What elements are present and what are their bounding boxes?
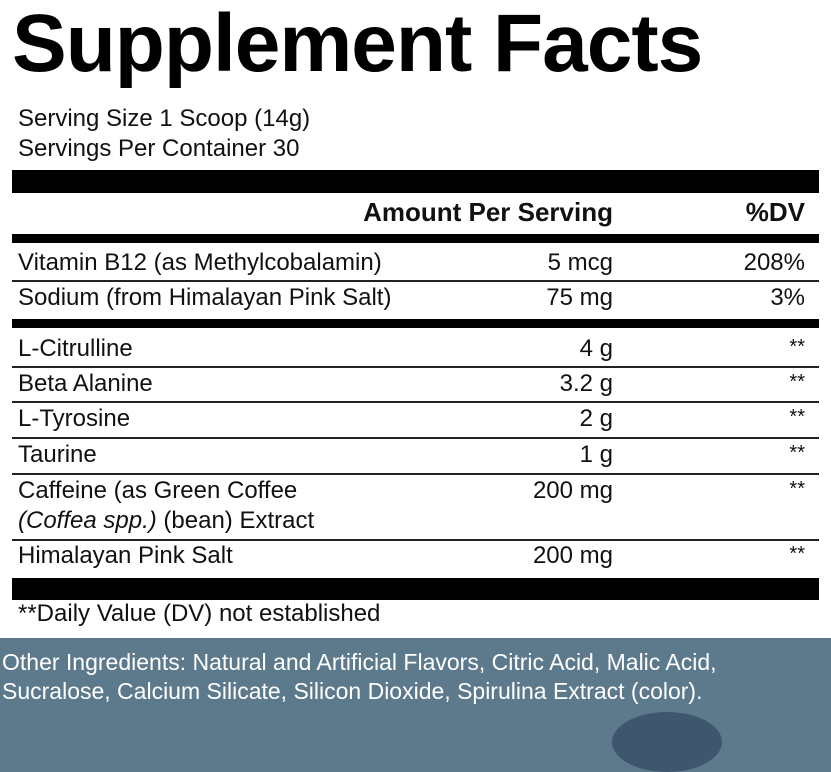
dv-header: %DV <box>745 197 805 227</box>
row-divider <box>12 437 819 439</box>
ingredient-name: L-Citrulline <box>18 335 133 362</box>
ingredient-dv: ** <box>789 336 805 358</box>
nutrient-name: Sodium (from Himalayan Pink Salt) <box>18 284 392 311</box>
ingredient-amount: 200 mg <box>532 542 613 569</box>
ingredient-dv: ** <box>789 406 805 428</box>
ingredient-dv: ** <box>789 543 805 565</box>
ingredient-name-rest: (bean) Extract <box>156 507 315 534</box>
row-divider <box>12 473 819 475</box>
ingredient-dv: ** <box>789 478 805 500</box>
ingredient-name: Himalayan Pink Salt <box>18 542 233 569</box>
row-divider <box>12 539 819 541</box>
ingredient-name: L-Tyrosine <box>18 405 131 432</box>
nutrient-amount: 75 mg <box>546 284 613 311</box>
nutrient-dv: 3% <box>770 284 805 311</box>
medium-divider <box>12 319 819 328</box>
ingredient-amount: 2 g <box>579 405 613 432</box>
servings-per-container: Servings Per Container 30 <box>18 135 300 162</box>
ingredient-dv: ** <box>789 371 805 393</box>
other-ingredients-line: Other Ingredients: Natural and Artificia… <box>2 649 717 675</box>
medium-divider <box>12 234 819 243</box>
supplement-facts-panel: Supplement Facts Serving Size 1 Scoop (1… <box>0 0 831 638</box>
ingredient-name: Taurine <box>18 441 97 468</box>
nutrient-amount: 5 mcg <box>547 249 613 276</box>
thick-divider <box>12 170 819 193</box>
ingredient-amount: 200 mg <box>532 477 613 504</box>
panel-title: Supplement Facts <box>12 0 703 89</box>
nutrient-dv: 208% <box>743 249 805 276</box>
ingredient-latin-name: (Coffea spp.) <box>18 507 157 534</box>
row-divider <box>12 401 819 403</box>
row-divider <box>12 366 819 368</box>
nutrient-name: Vitamin B12 (as Methylcobalamin) <box>18 249 382 276</box>
ingredient-name-line2: (Coffea spp.) (bean) Extract <box>18 507 314 535</box>
dv-footnote: **Daily Value (DV) not established <box>18 600 381 627</box>
product-image-fragment <box>612 712 722 772</box>
other-ingredients: Other Ingredients: Natural and Artificia… <box>2 648 831 706</box>
ingredient-amount: 1 g <box>579 441 613 468</box>
thick-divider <box>12 578 819 600</box>
ingredient-name: Caffeine (as Green Coffee <box>18 477 298 504</box>
ingredient-amount: 4 g <box>579 335 613 362</box>
amount-per-serving-header: Amount Per Serving <box>363 197 613 227</box>
ingredient-amount: 3.2 g <box>559 370 613 397</box>
other-ingredients-line: Sucralose, Calcium Silicate, Silicon Dio… <box>2 678 703 704</box>
row-divider <box>12 280 819 282</box>
ingredient-dv: ** <box>789 442 805 464</box>
serving-size: Serving Size 1 Scoop (14g) <box>18 105 311 132</box>
ingredient-name: Beta Alanine <box>18 370 153 397</box>
